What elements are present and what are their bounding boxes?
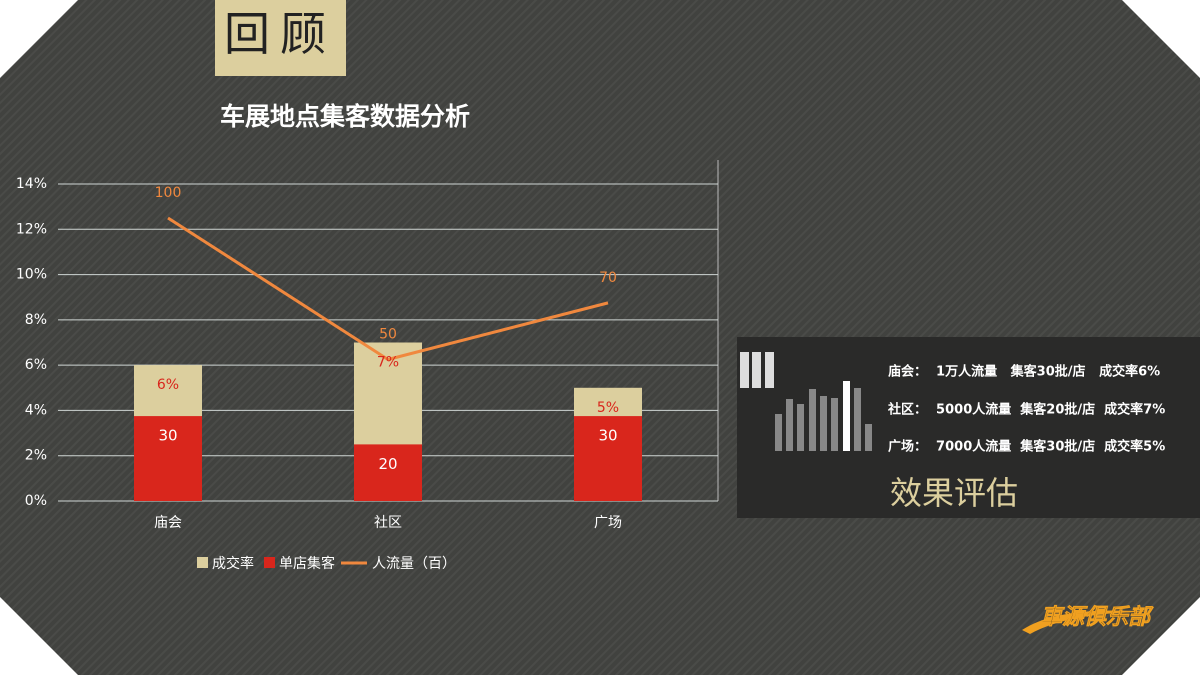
y-tick-label: 0% xyxy=(25,493,47,509)
y-tick-label: 8% xyxy=(25,312,47,328)
corner xyxy=(1122,597,1200,675)
data-label: 70 xyxy=(599,270,617,286)
panel-line: 广场： 7000人流量 集客30批/店 成交率5% xyxy=(888,439,1165,455)
panel-heading: 效果评估 xyxy=(890,474,1018,512)
legend-swatch xyxy=(264,557,275,568)
line xyxy=(167,216,609,362)
logo: 車源俱乐部 xyxy=(1040,604,1154,630)
bar xyxy=(354,444,422,501)
data-label: 20 xyxy=(378,455,397,473)
legend-label: 人流量（百） xyxy=(372,556,456,572)
corner xyxy=(0,0,78,78)
header: 回顾 xyxy=(224,7,336,61)
x-tick-label: 庙会 xyxy=(154,515,182,531)
y-tick-label: 2% xyxy=(25,448,47,464)
data-label: 6% xyxy=(157,377,179,393)
y-tick-label: 4% xyxy=(25,402,47,418)
data-label: 30 xyxy=(158,427,177,445)
legend-swatch xyxy=(197,557,208,568)
y-tick-label: 14% xyxy=(16,176,47,192)
bar xyxy=(574,416,642,501)
y-tick-label: 10% xyxy=(16,267,47,283)
panel-icon xyxy=(740,352,872,451)
y-tick-label: 6% xyxy=(25,357,47,373)
corner xyxy=(0,597,78,675)
panel-line: 社区： 5000人流量 集客20批/店 成交率7% xyxy=(887,402,1165,418)
logo-swoosh xyxy=(1022,610,1150,634)
data-label: 7% xyxy=(377,355,399,371)
legend-label: 成交率 xyxy=(212,555,254,572)
panel-line: 庙会： 1万人流量 集客30批/店 成交率6% xyxy=(888,364,1160,380)
data-label: 100 xyxy=(155,185,182,201)
data-label: 30 xyxy=(598,427,617,445)
x-tick-label: 广场 xyxy=(594,515,622,531)
data-label: 5% xyxy=(597,400,619,416)
chart-title: 车展地点集客数据分析 xyxy=(220,102,470,131)
corner xyxy=(1122,0,1200,78)
header-box xyxy=(215,0,346,76)
y-tick-label: 12% xyxy=(16,221,47,237)
legend-label: 单店集客 xyxy=(279,555,335,572)
data-label: 50 xyxy=(379,326,397,342)
bar xyxy=(134,416,202,501)
x-tick-label: 社区 xyxy=(374,515,402,531)
